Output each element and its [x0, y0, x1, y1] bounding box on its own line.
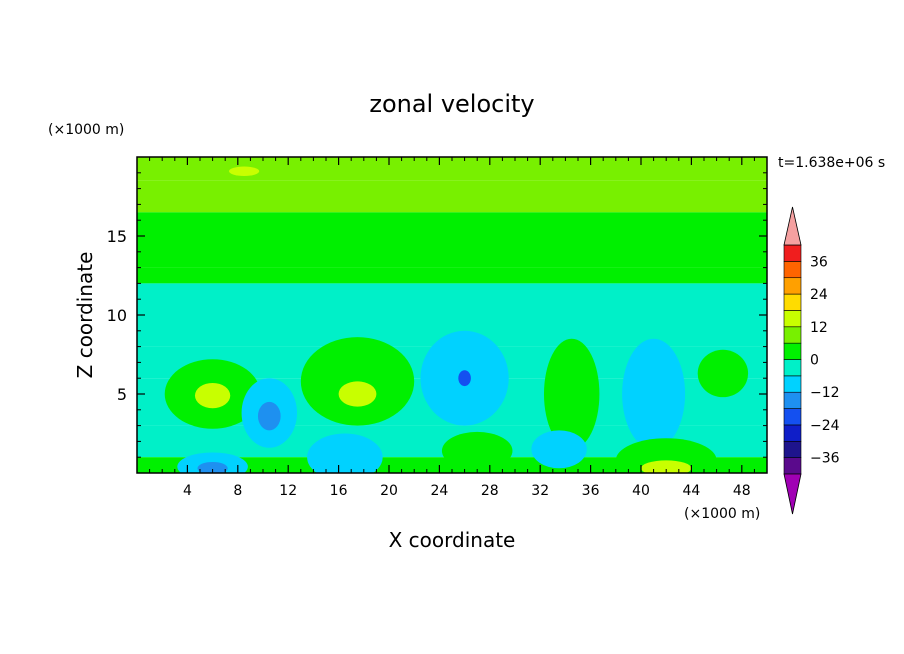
colorbar-bin-10 — [783, 293, 802, 311]
field-feature-15 — [531, 430, 587, 469]
colorbar-bin-3 — [783, 408, 802, 426]
field-layer-5 — [137, 283, 767, 315]
colorbar-bin-1 — [783, 440, 802, 458]
y-axis-label: Z coordinate — [73, 252, 97, 379]
contour-field — [137, 157, 767, 473]
x-unit-label: (×1000 m) — [684, 506, 760, 522]
x-axis-ticks: 4 8 12 16 20 24 28 32 36 40 44 48 — [149, 157, 755, 499]
field-feature-19 — [389, 234, 490, 254]
colorbar-tick-label: 12 — [810, 320, 828, 336]
x-tick-label: 44 — [682, 483, 700, 499]
field-feature-7 — [257, 401, 281, 431]
colorbar-bin-11 — [783, 277, 802, 295]
field-feature-1 — [194, 382, 231, 409]
x-tick-label: 48 — [733, 483, 751, 499]
colorbar-bin-4 — [783, 391, 802, 409]
field-feature-4 — [543, 338, 600, 450]
colorbar-bin-7 — [783, 342, 802, 360]
x-tick-label: 20 — [380, 483, 398, 499]
field-layer-10 — [137, 457, 767, 473]
colorbar-tick-label: −24 — [810, 418, 840, 434]
colorbar-bin-12 — [783, 261, 802, 279]
x-tick-label: 12 — [279, 483, 297, 499]
y-tick-label: 5 — [117, 385, 127, 404]
field-feature-3 — [338, 381, 377, 407]
y-unit-label: (×1000 m) — [48, 122, 124, 138]
colorbar-bin-13 — [783, 244, 802, 262]
field-feature-9 — [458, 370, 471, 387]
field-layer-1 — [137, 180, 767, 213]
field-feature-16 — [615, 438, 717, 473]
colorbar-tick-label: 24 — [810, 287, 828, 303]
field-feature-5 — [697, 349, 749, 398]
colorbar-tick-label: −36 — [810, 451, 840, 467]
x-tick-label: 8 — [233, 483, 242, 499]
x-tick-label: 36 — [582, 483, 600, 499]
y-axis-ticks: 5 10 15 — [107, 172, 767, 458]
x-tick-label: 16 — [330, 483, 348, 499]
colorbar-tick-label: −12 — [810, 385, 840, 401]
field-layer-0 — [137, 157, 767, 181]
colorbar-bin-2 — [783, 424, 802, 442]
field-layer-2 — [137, 212, 767, 236]
field-feature-13 — [307, 433, 383, 473]
field-feature-2 — [300, 337, 415, 426]
colorbar-tick-label: 36 — [810, 254, 828, 270]
x-tick-label: 4 — [183, 483, 192, 499]
colorbar-bin-8 — [783, 326, 802, 344]
y-tick-label: 10 — [107, 306, 127, 325]
colorbar-bin-0 — [783, 457, 802, 475]
field-feature-12 — [197, 461, 228, 473]
x-tick-label: 40 — [632, 483, 650, 499]
colorbar-bin-5 — [783, 375, 802, 393]
field-layer-4 — [137, 267, 767, 284]
field-feature-17 — [641, 460, 692, 473]
colorbar-over-triangle — [783, 206, 802, 246]
x-axis-label: X coordinate — [389, 528, 516, 552]
colorbar-bin-9 — [783, 310, 802, 328]
x-tick-label: 32 — [531, 483, 549, 499]
y-tick-label: 15 — [107, 227, 127, 246]
field-feature-10 — [622, 338, 686, 450]
field-feature-14 — [441, 431, 513, 470]
time-label: t=1.638e+06 s — [778, 155, 885, 171]
field-feature-18 — [228, 166, 260, 176]
x-tick-label: 28 — [481, 483, 499, 499]
x-tick-label: 24 — [430, 483, 448, 499]
colorbar-bin-6 — [783, 359, 802, 377]
chart-title: zonal velocity — [369, 90, 534, 118]
colorbar-tick-label: 0 — [810, 353, 819, 369]
colorbar: 36 24 12 0 −12 −24 −36 — [783, 206, 840, 515]
colorbar-under-triangle — [783, 473, 802, 515]
field-feature-20 — [565, 232, 692, 255]
